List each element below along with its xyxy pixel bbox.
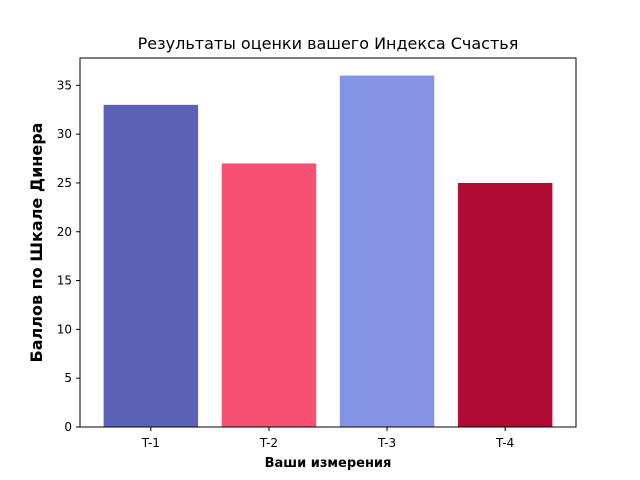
x-tick-label: T-3 bbox=[377, 436, 396, 450]
bar-t-4 bbox=[457, 182, 553, 427]
plot-area-frame bbox=[79, 57, 577, 428]
bar-t-3 bbox=[339, 75, 435, 427]
y-tick-label: 0 bbox=[64, 420, 72, 434]
bar-t-2 bbox=[221, 163, 317, 427]
x-axis-ticks: T-1 T-2 T-3 T-4 bbox=[141, 427, 514, 450]
y-tick-label: 30 bbox=[57, 127, 72, 141]
y-axis-label: Баллов по Шкале Динера bbox=[27, 123, 46, 363]
x-axis-label: Ваши измерения bbox=[265, 456, 392, 471]
bar-t-1 bbox=[103, 104, 199, 428]
x-tick-label: T-4 bbox=[495, 436, 514, 450]
chart-title: Результаты оценки вашего Индекса Счастья bbox=[138, 34, 519, 53]
bars-layer bbox=[103, 75, 553, 428]
y-tick-label: 15 bbox=[57, 274, 72, 288]
y-tick-label: 20 bbox=[57, 225, 72, 239]
x-tick-label: T-1 bbox=[141, 436, 160, 450]
y-tick-label: 25 bbox=[57, 176, 72, 190]
y-tick-label: 5 bbox=[64, 371, 72, 385]
y-axis-ticks: 0 5 10 15 20 25 30 35 bbox=[57, 78, 80, 434]
y-tick-label: 35 bbox=[57, 78, 72, 92]
y-tick-label: 10 bbox=[57, 322, 72, 336]
x-tick-label: T-2 bbox=[259, 436, 278, 450]
